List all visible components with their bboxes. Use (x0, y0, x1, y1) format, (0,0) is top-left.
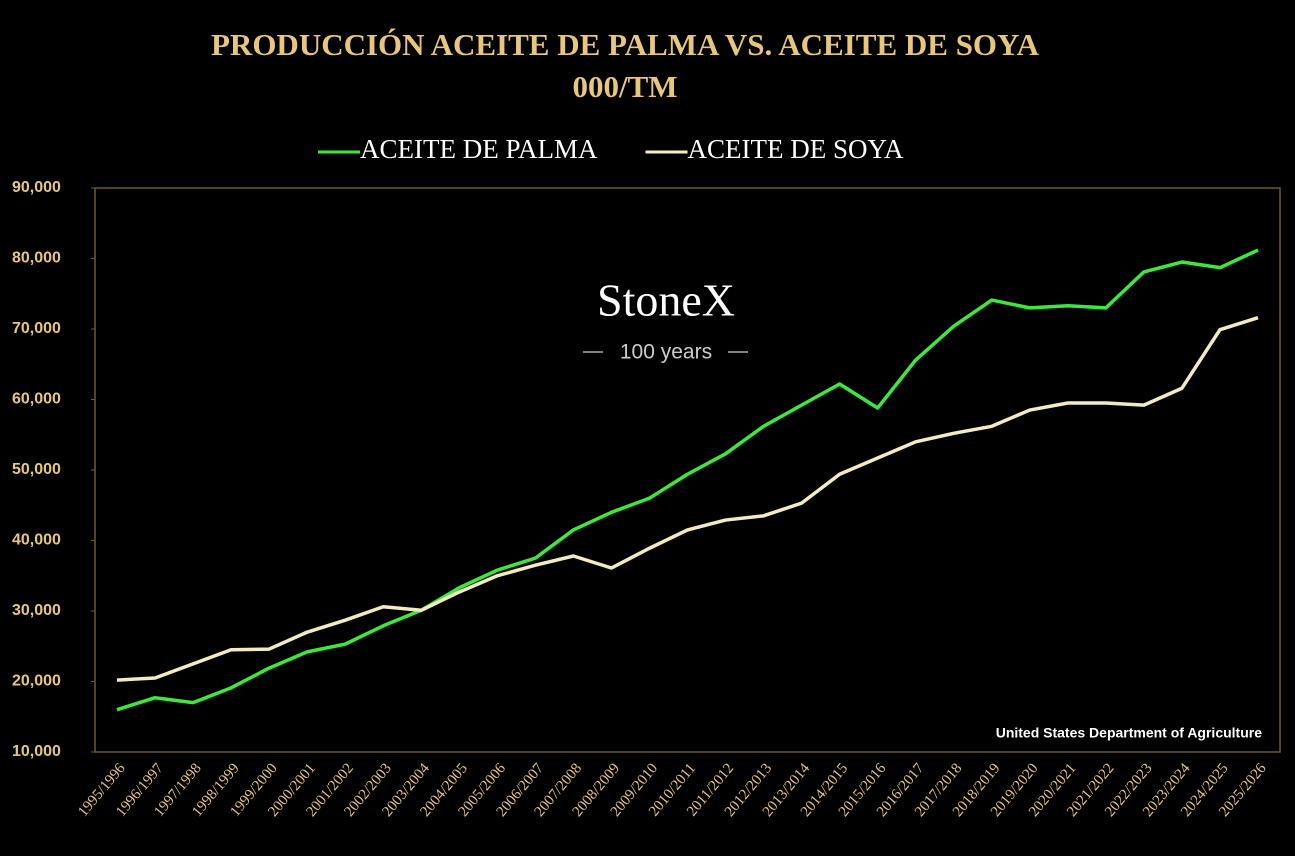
watermark: StoneX (597, 275, 735, 326)
source-note: United States Department of Agriculture (996, 725, 1263, 741)
y-tick-label: 30,000 (12, 602, 61, 619)
series-line (116, 248, 1259, 712)
watermark-subtitle: 100 years (620, 341, 712, 364)
y-tick-label: 60,000 (12, 391, 61, 408)
y-tick-label: 70,000 (12, 320, 61, 337)
y-tick-label: 90,000 (12, 179, 61, 196)
series-line (116, 316, 1259, 682)
y-tick-label: 20,000 (12, 673, 61, 690)
y-tick-label: 80,000 (12, 250, 61, 267)
chart-subtitle: 000/TM (572, 69, 677, 104)
legend-label: ACEITE DE PALMA (360, 134, 598, 164)
y-tick-label: 40,000 (12, 532, 61, 549)
y-tick-label: 50,000 (12, 461, 61, 478)
y-tick-label: 10,000 (12, 743, 61, 760)
legend-label: ACEITE DE SOYA (688, 134, 904, 164)
chart-title: PRODUCCIÓN ACEITE DE PALMA VS. ACEITE DE… (211, 27, 1040, 62)
